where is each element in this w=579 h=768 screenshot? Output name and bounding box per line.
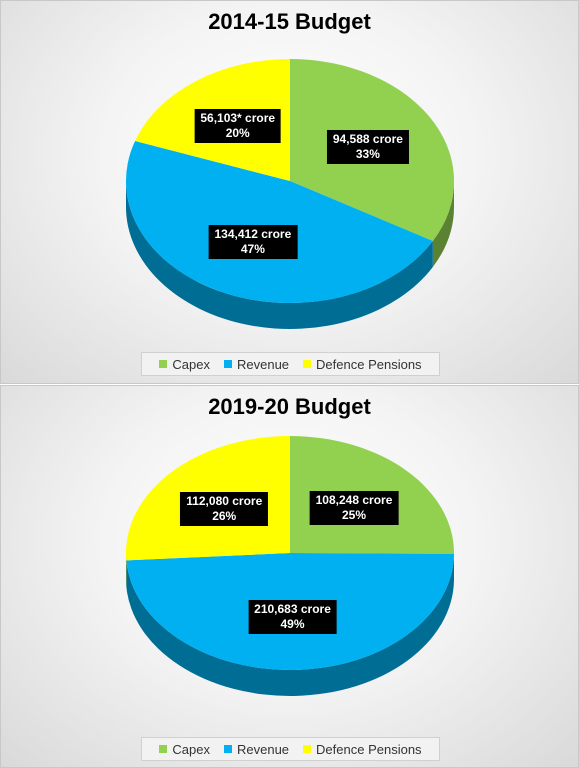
data-label-capex: 108,248 crore 25%	[309, 490, 399, 525]
legend-swatch	[303, 745, 312, 753]
data-label-revenue: 134,412 crore 47%	[208, 225, 298, 260]
data-label-defence-pensions: 112,080 crore 26%	[180, 491, 269, 526]
pie-depth	[126, 553, 454, 696]
data-label-defence-pensions: 56,103* crore 20%	[194, 109, 282, 144]
budget-2019-20-chart: 2019-20 Budget 108,248 crore 25% 210,683 …	[0, 385, 579, 768]
chart-title: 2014-15 Budget	[208, 9, 371, 34]
legend-swatch	[224, 745, 232, 753]
legend-item-revenue: Revenue	[224, 357, 289, 372]
legend-item-defence-pensions: Defence Pensions	[303, 742, 422, 757]
data-label-revenue: 210,683 crore 49%	[248, 600, 337, 635]
pie-slice-revenue	[126, 140, 433, 303]
budget-2014-15-chart: 2014-15 Budget 94,588 crore 33% 134,412 c…	[0, 0, 579, 384]
chart-title: 2019-20 Budget	[208, 394, 371, 419]
legend-swatch	[224, 360, 232, 368]
pie-side-1	[126, 553, 454, 696]
pie-side-1	[126, 181, 433, 329]
data-label-capex: 94,588 crore 33%	[326, 130, 409, 165]
legend-swatch	[159, 745, 168, 753]
legend-swatch	[303, 360, 312, 368]
legend-item-revenue: Revenue	[224, 742, 289, 757]
pie-chart-svg	[126, 436, 454, 696]
pie-depth	[126, 181, 454, 329]
legend-item-defence-pensions: Defence Pensions	[303, 357, 422, 372]
legend-item-capex: Capex	[159, 357, 210, 372]
pie-chart-svg	[126, 58, 454, 329]
pie-side-0	[432, 181, 454, 267]
chart-legend: Capex Revenue Defence Pensions	[141, 352, 440, 376]
legend-item-capex: Capex	[159, 742, 210, 757]
chart-legend: Capex Revenue Defence Pensions	[141, 737, 440, 761]
legend-swatch	[159, 360, 168, 368]
